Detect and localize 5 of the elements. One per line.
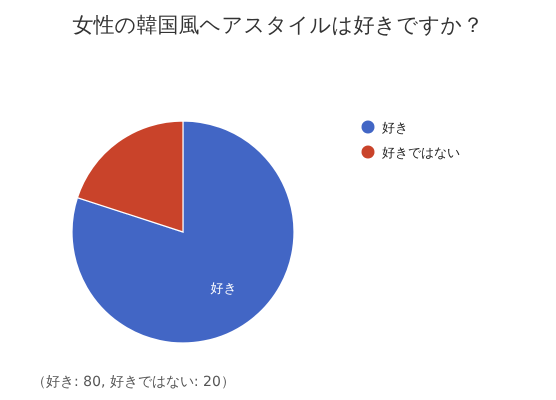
data-label: 好き: [210, 282, 236, 297]
legend-label: 好きではない: [382, 146, 460, 161]
chart-title: 女性の韓国風ヘアスタイルは好きですか？: [72, 13, 484, 37]
text: （好き: 80, 好きではない: 20）: [32, 374, 235, 390]
legend-label: 好き: [382, 121, 408, 136]
